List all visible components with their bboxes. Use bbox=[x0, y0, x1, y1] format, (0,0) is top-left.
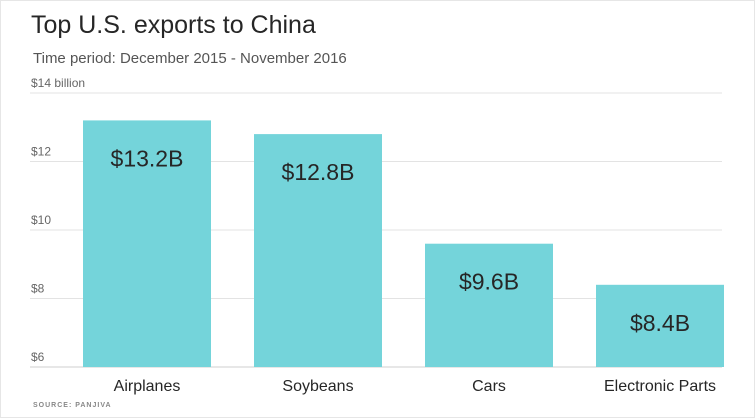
data-labels: $13.2B $12.8B $9.6B $8.4B bbox=[111, 145, 691, 335]
data-label: $8.4B bbox=[630, 310, 690, 336]
y-axis-ticks: $6 $8 $10 $12 $14 billion bbox=[31, 76, 85, 364]
x-tick-label: Airplanes bbox=[114, 378, 181, 395]
data-label: $13.2B bbox=[111, 145, 184, 171]
data-label: $12.8B bbox=[282, 159, 355, 185]
y-tick-label: $10 bbox=[31, 213, 51, 227]
chart-subtitle: Time period: December 2015 - November 20… bbox=[33, 50, 347, 67]
bar-airplanes bbox=[83, 120, 211, 368]
x-tick-label: Soybeans bbox=[282, 378, 353, 395]
data-label: $9.6B bbox=[459, 269, 519, 295]
x-axis-ticks: Airplanes Soybeans Cars Electronic Parts bbox=[114, 378, 716, 395]
y-tick-label: $6 bbox=[31, 350, 45, 364]
chart-title: Top U.S. exports to China bbox=[31, 11, 316, 39]
source-note: SOURCE: PANJIVA bbox=[33, 402, 112, 409]
bars bbox=[83, 120, 724, 368]
y-tick-label: $8 bbox=[31, 282, 45, 296]
y-tick-label: $12 bbox=[31, 145, 51, 159]
x-tick-label: Cars bbox=[472, 378, 506, 395]
y-tick-label: $14 billion bbox=[31, 76, 85, 90]
bar-soybeans bbox=[254, 134, 382, 367]
x-tick-label: Electronic Parts bbox=[604, 378, 716, 395]
bar-cars bbox=[425, 243, 553, 367]
bar-electronic-parts bbox=[596, 284, 724, 367]
